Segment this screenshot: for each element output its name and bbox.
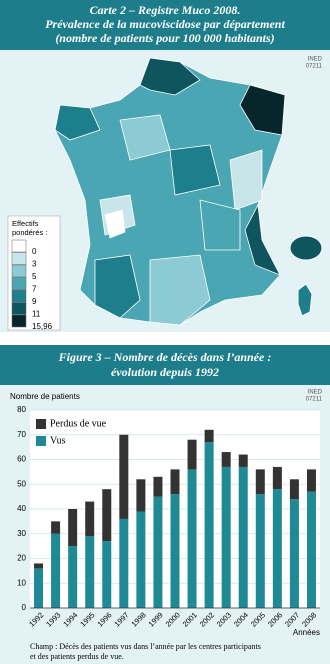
legend-label: 11 [32,310,41,319]
corsica [297,283,313,317]
y-tick-label: 20 [17,554,26,563]
map-title: Carte 2 – Registre Muco 2008. [90,3,241,17]
legend-swatch [11,239,27,253]
y-tick-label: 40 [17,504,26,513]
chart-header [0,345,330,385]
source: 07211 [306,64,323,70]
legend-swatch [11,264,27,278]
bar [289,499,299,608]
bar [153,496,163,608]
bar [51,521,61,534]
legend-swatch [11,302,27,315]
legend-swatch [11,252,27,265]
bar [34,563,44,569]
bar [255,469,265,495]
bar [68,509,78,547]
bar [289,479,299,500]
note: et des patients perdus de vue. [30,652,124,661]
bar [306,469,316,492]
y-tick-label: 60 [17,455,26,464]
legend-label: 9 [32,297,37,306]
legend-title: pondérés : [12,228,47,237]
legend-swatch [11,277,27,290]
legend-label: Perdus de vue [50,418,107,429]
legend-swatch [11,314,27,328]
map-title: (nombre de patients pour 100 000 habitan… [55,31,274,45]
bar [102,489,112,542]
y-tick-label: 10 [17,578,26,587]
legend-label: 7 [32,285,37,294]
source: 07211 [306,397,323,403]
bar [272,466,282,490]
bar [119,434,129,519]
map-header [0,0,330,50]
france-map [54,57,286,326]
bar [136,479,146,512]
legend-swatch [36,419,46,429]
bar [187,469,197,608]
bar [221,452,231,467]
bar [187,439,197,470]
bar [306,491,316,608]
source: INED [308,390,323,396]
chart-title: Figure 3 – Nombre de décès dans l’année … [58,350,272,364]
legend-label: 3 [32,260,37,269]
legend-label: 5 [32,272,37,281]
bar [204,429,214,443]
bar [221,466,231,608]
bar [238,454,248,467]
y-tick-label: 0 [22,603,27,612]
bar [204,442,214,608]
x-axis-label: Années [293,628,320,637]
bar [170,469,180,495]
bar [255,494,265,608]
y-tick-label: 30 [17,529,26,538]
map-title: Prévalence de la mucoviscidose par dépar… [45,17,285,31]
bar [272,489,282,608]
note: Champ : Décès des patients vus dans l’an… [30,642,261,651]
y-axis-label: Nombre de patients [10,392,80,401]
bar [34,568,44,608]
bar [170,494,180,608]
bar [153,476,163,497]
legend-title: Effectifs [12,219,39,228]
bar [85,536,95,608]
bar [85,501,95,537]
bar [102,541,112,608]
legend-swatch [36,436,46,446]
inset [289,235,323,261]
bar [51,533,61,608]
y-tick-label: 80 [17,405,26,414]
chart-title: évolution depuis 1992 [111,365,219,379]
source: INED [308,57,323,63]
legend-label: Vus [50,435,66,446]
y-tick-label: 50 [17,479,26,488]
legend-label: 0 [32,247,37,256]
bar [136,511,146,608]
bar [119,518,129,608]
legend-swatch [11,289,27,303]
bar [238,466,248,608]
bar [68,546,78,608]
y-tick-label: 70 [17,430,26,439]
legend-label: 15,96 [32,322,53,331]
